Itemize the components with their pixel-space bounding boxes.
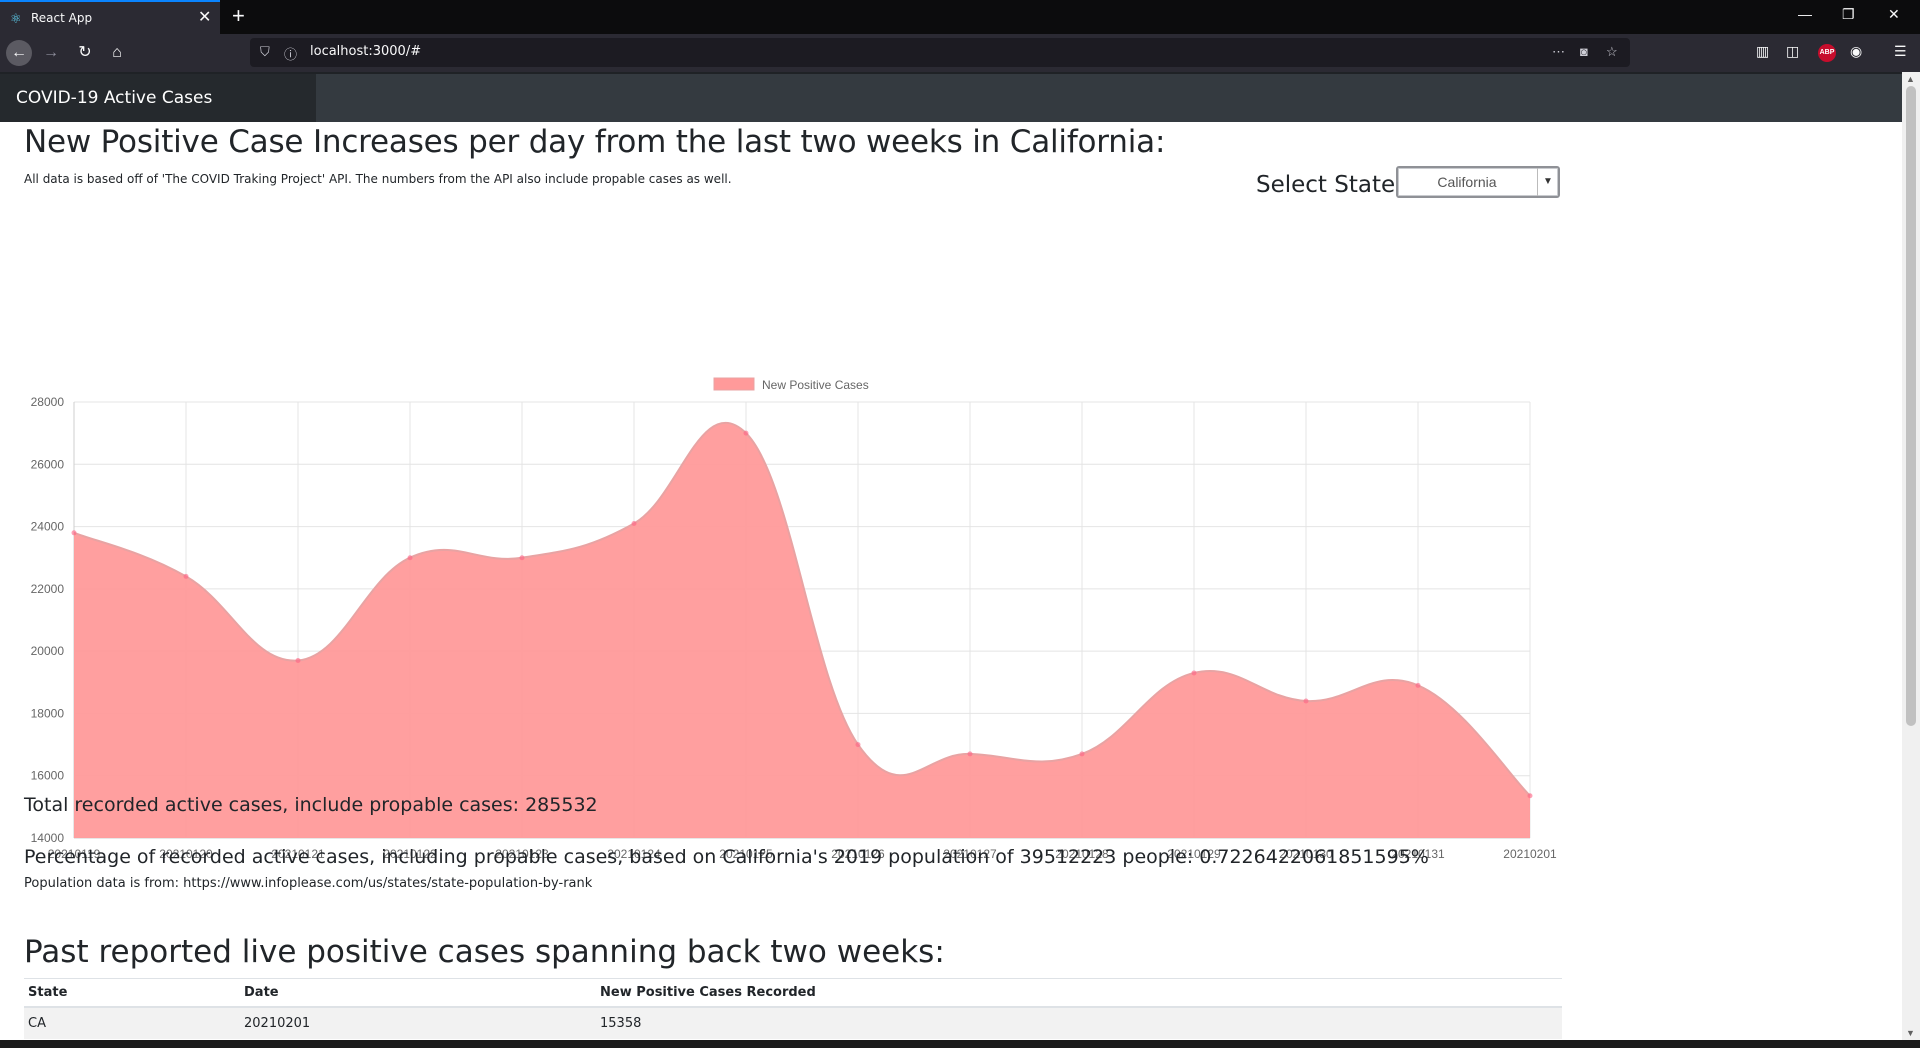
table-cell: 15358 [596, 1007, 1562, 1039]
data-point [519, 555, 525, 561]
more-icon[interactable]: ⋯ [1552, 44, 1565, 59]
data-point [295, 657, 301, 663]
close-tab-icon[interactable]: ✕ [198, 9, 212, 26]
close-window-icon[interactable]: ✕ [1888, 6, 1900, 22]
x-tick-label: 20210130 [1279, 847, 1333, 861]
url-bar[interactable]: ⛉ ⓘ localhost:3000/# ⋯ ◙ ☆ [250, 38, 1630, 67]
data-point [1527, 793, 1533, 799]
info-icon[interactable]: ⓘ [284, 47, 298, 62]
data-point [1303, 698, 1309, 704]
scroll-thumb[interactable] [1906, 86, 1916, 726]
chevron-down-icon[interactable]: ▼ [1537, 168, 1558, 196]
y-tick-label: 24000 [31, 520, 65, 534]
tab-title: React App [31, 11, 93, 25]
data-point [407, 555, 413, 561]
x-tick-label: 20210125 [719, 847, 773, 861]
x-tick-label: 20210131 [1391, 847, 1445, 861]
scroll-down-icon[interactable]: ▼ [1906, 1028, 1915, 1038]
browser-tab[interactable]: ⚛ React App ✕ [0, 0, 220, 34]
table-heading: Past reported live positive cases spanni… [24, 934, 945, 970]
minimize-icon[interactable]: — [1798, 6, 1812, 22]
x-tick-label: 20210124 [607, 847, 661, 861]
bookmark-star-icon[interactable]: ☆ [1606, 44, 1618, 59]
reload-icon[interactable]: ↻ [78, 44, 92, 61]
x-tick-label: 20210119 [48, 847, 101, 861]
y-tick-label: 20000 [31, 644, 65, 658]
population-source: Population data is from: https://www.inf… [24, 876, 593, 891]
x-tick-label: 20210122 [383, 847, 437, 861]
brand-container: COVID-19 Active Cases [0, 74, 316, 122]
restore-icon[interactable]: ❐ [1842, 6, 1855, 22]
app-brand[interactable]: COVID-19 Active Cases [16, 88, 213, 108]
data-point [631, 520, 637, 526]
table-cell: 20210201 [240, 1007, 596, 1039]
table-header-row: State Date New Positive Cases Recorded [24, 978, 1562, 1008]
data-point [183, 573, 189, 579]
data-source-note: All data is based off of 'The COVID Trak… [24, 172, 732, 186]
table-cell: CA [24, 1007, 240, 1039]
column-header: New Positive Cases Recorded [596, 978, 1562, 1008]
data-point [855, 742, 861, 748]
data-point [967, 751, 973, 757]
select-state-label: Select State: [1256, 172, 1403, 198]
os-taskbar [0, 1040, 1920, 1048]
app-navbar: COVID-19 Active Cases [0, 72, 1902, 122]
y-tick-label: 22000 [31, 582, 65, 596]
sidebar-icon[interactable]: ◫ [1786, 43, 1800, 59]
forward-icon[interactable]: → [43, 44, 59, 61]
page-title: New Positive Case Increases per day from… [24, 124, 1166, 160]
x-tick-label: 20210123 [495, 847, 549, 861]
x-tick-label: 20210128 [1055, 847, 1109, 861]
library-icon[interactable]: ▥ [1756, 43, 1770, 59]
x-tick-label: 20210129 [1167, 847, 1221, 861]
home-icon[interactable]: ⌂ [112, 44, 122, 61]
data-point [1191, 670, 1197, 676]
percentage-text: Percentage of recorded active cases, inc… [24, 846, 1429, 868]
menu-icon[interactable]: ☰ [1894, 43, 1907, 59]
back-icon[interactable]: ← [6, 40, 32, 66]
x-tick-label: 20210121 [271, 847, 325, 861]
column-header: State [24, 978, 240, 1008]
column-header: Date [240, 978, 596, 1008]
x-tick-label: 20210120 [159, 847, 213, 861]
y-tick-label: 18000 [31, 706, 65, 720]
adblock-icon[interactable]: ABP [1818, 44, 1836, 62]
react-icon: ⚛ [10, 11, 22, 26]
page-scrollbar[interactable]: ▲ ▼ [1902, 72, 1920, 1042]
total-cases-text: Total recorded active cases, include pro… [24, 794, 598, 816]
y-tick-label: 14000 [31, 831, 65, 845]
data-point [743, 430, 749, 436]
x-tick-label: 20210126 [831, 847, 885, 861]
x-tick-label: 20210201 [1503, 847, 1557, 861]
table-row: CA 20210201 15358 [24, 1007, 1562, 1039]
x-tick-label: 20210127 [943, 847, 997, 861]
legend-swatch [713, 377, 755, 391]
pocket-icon[interactable]: ◙ [1580, 44, 1588, 59]
data-point [1079, 751, 1085, 757]
scroll-up-icon[interactable]: ▲ [1906, 74, 1915, 84]
y-tick-label: 26000 [31, 457, 65, 471]
url-text[interactable]: localhost:3000/# [310, 44, 422, 59]
y-tick-label: 28000 [31, 395, 65, 409]
account-icon[interactable]: ◉ [1850, 43, 1863, 59]
data-point [1415, 682, 1421, 688]
y-tick-label: 16000 [31, 769, 65, 783]
browser-toolbar: ← → ↻ ⌂ ⛉ ⓘ localhost:3000/# ⋯ ◙ ☆ ▥ ◫ A… [0, 34, 1920, 72]
cases-chart: 14000 16000 18000 20000 22000 24000 26000 28000… [31, 377, 1557, 861]
selected-state[interactable]: California [1437, 174, 1497, 190]
table-body: CA 20210201 15358 [24, 1007, 1562, 1039]
cases-table: State Date New Positive Cases Recorded CA 2… [24, 978, 1562, 1039]
browser-tab-bar: ⚛ React App ✕ + — ❐ ✕ [0, 0, 1920, 34]
state-select[interactable]: California ▼ [1396, 166, 1560, 198]
legend-label: New Positive Cases [762, 378, 869, 392]
series-area [74, 422, 1530, 838]
shield-icon[interactable]: ⛉ [260, 44, 270, 59]
data-point [71, 530, 77, 536]
series-line [73, 421, 1531, 797]
new-tab-button[interactable]: + [232, 3, 245, 28]
